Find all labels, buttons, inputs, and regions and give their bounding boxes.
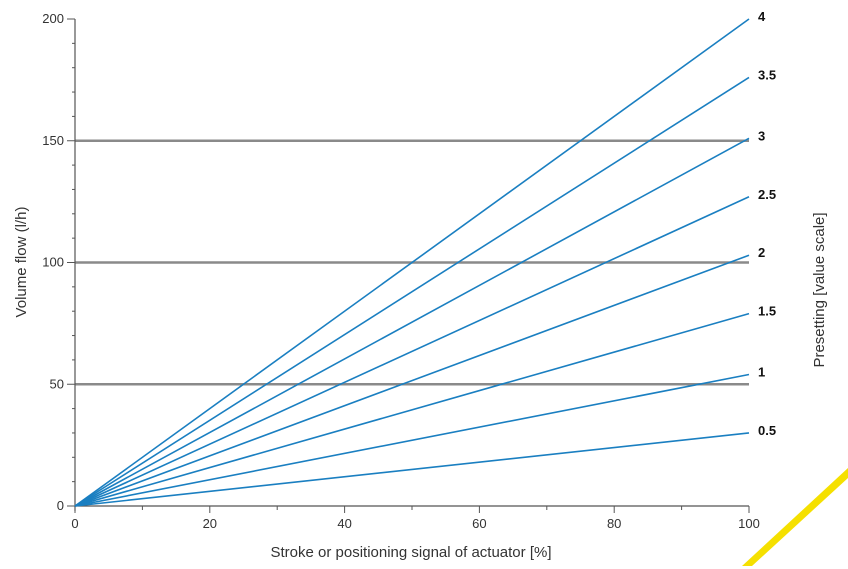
y-tick-label: 200	[42, 11, 64, 26]
series-label: 1	[758, 365, 765, 380]
y-tick-label: 100	[42, 255, 64, 270]
x-tick-label: 60	[472, 516, 486, 531]
yellow-accent-stripe	[742, 468, 848, 566]
series-line	[74, 432, 750, 507]
axes: 0 50 100 150 200 0 20 40 60 80 100	[42, 11, 760, 531]
series-line	[74, 137, 750, 507]
series-line	[74, 18, 750, 507]
x-tick-label: 80	[607, 516, 621, 531]
x-tick-label: 40	[337, 516, 351, 531]
series-label: 2	[758, 245, 765, 260]
series-line	[74, 312, 750, 507]
series-label: 2.5	[758, 187, 776, 202]
series-labels: 4 3.5 3 2.5 2 1.5 1 0.5	[758, 9, 776, 438]
series-label: 0.5	[758, 423, 776, 438]
series-label: 3.5	[758, 67, 776, 82]
series-line	[74, 254, 750, 507]
x-tick-label: 100	[738, 516, 760, 531]
y2-axis-title: Presetting [value scale]	[811, 212, 828, 367]
x-axis-title: Stroke or positioning signal of actuator…	[271, 544, 552, 561]
y-tick-label: 50	[50, 376, 64, 391]
series-label: 1.5	[758, 304, 776, 319]
series-line	[74, 196, 750, 507]
series-label: 4	[758, 9, 766, 24]
y-tick-label: 0	[57, 498, 64, 513]
y-axis-title: Volume flow (l/h)	[13, 207, 30, 318]
x-tick-label: 0	[71, 516, 78, 531]
series-label: 3	[758, 128, 765, 143]
series-line	[74, 373, 750, 507]
x-tick-label: 20	[203, 516, 217, 531]
series-lines	[74, 18, 750, 507]
y-tick-label: 150	[42, 133, 64, 148]
series-line	[74, 76, 750, 507]
